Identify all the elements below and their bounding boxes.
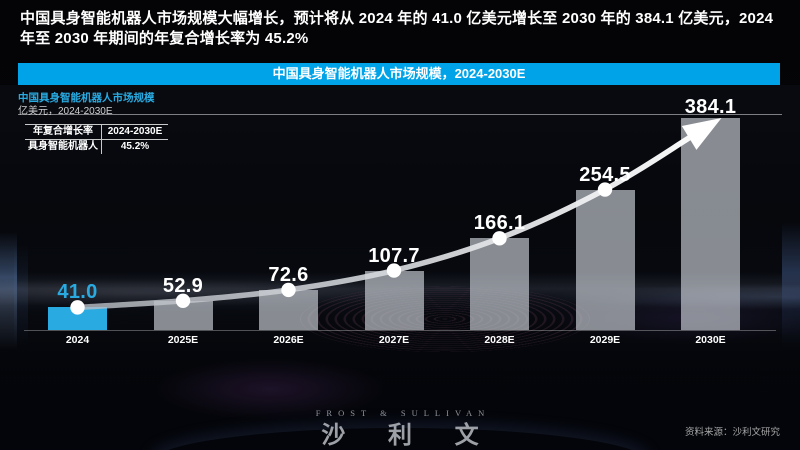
top-rule-line [18,114,782,115]
category-label-2026E: 2026E [273,334,304,346]
category-label-2028E: 2028E [484,334,515,346]
cagr-table: 年复合增长率 2024-2030E 具身智能机器人 45.2% [25,124,168,154]
category-label-2024: 2024 [65,334,90,346]
frost-sullivan-logo-en: FROST & SULLIVAN [315,408,491,418]
data-point-dot-2028E [492,231,507,246]
bar-2028E [470,238,529,330]
cagr-table-header-metric: 年复合增长率 [25,125,102,140]
data-point-dot-2029E [597,182,613,197]
value-label-2028E: 166.1 [473,212,526,235]
category-label-2025E: 2025E [167,334,199,346]
background-left-streak-2 [14,245,28,345]
value-label-2025E: 52.9 [162,274,204,297]
background-galaxy-rings [300,286,590,352]
trend-arrowhead-icon [681,118,722,150]
bar-2030E [681,118,740,330]
cagr-table-row-label: 具身智能机器人 [25,140,102,154]
category-label-2027E: 2027E [378,334,410,346]
cagr-table-header-period: 2024-2030E [102,125,168,140]
page-title: 中国具身智能机器人市场规模大幅增长，预计将从 2024 年的 41.0 亿美元增… [20,10,774,47]
value-label-2029E: 254.5 [579,163,631,186]
value-label-2030E: 384.1 [684,96,737,118]
bar-2029E [575,189,635,330]
source-note: 资料来源：沙利文研究 [684,427,780,438]
data-point-dot-2024 [70,300,85,315]
bar-2027E [364,270,424,330]
background-purple-glow [155,358,385,420]
data-point-dot-2026E [281,282,296,298]
frost-sullivan-logo-cn: 沙 利 文 [321,422,497,449]
chart-banner: 中国具身智能机器人市场规模，2024-2030E [18,63,780,85]
chart-title: 中国具身智能机器人市场规模 [18,92,155,104]
cagr-table-row-value: 45.2% [120,141,150,152]
category-label-2029E: 2029E [589,334,621,346]
value-label-2024: 41.0 [57,281,98,304]
background-right-streak [782,222,800,347]
value-label-2027E: 107.7 [368,244,420,267]
category-label-2030E: 2030E [695,334,726,346]
data-point-dot-2027E [386,263,402,278]
data-point-dot-2025E [175,293,191,309]
value-label-2026E: 72.6 [268,263,309,286]
bar-2024 [48,307,107,330]
background-left-streak [0,232,17,350]
x-axis-baseline [24,330,776,331]
chart-subtitle: 亿美元，2024-2030E [18,106,113,117]
